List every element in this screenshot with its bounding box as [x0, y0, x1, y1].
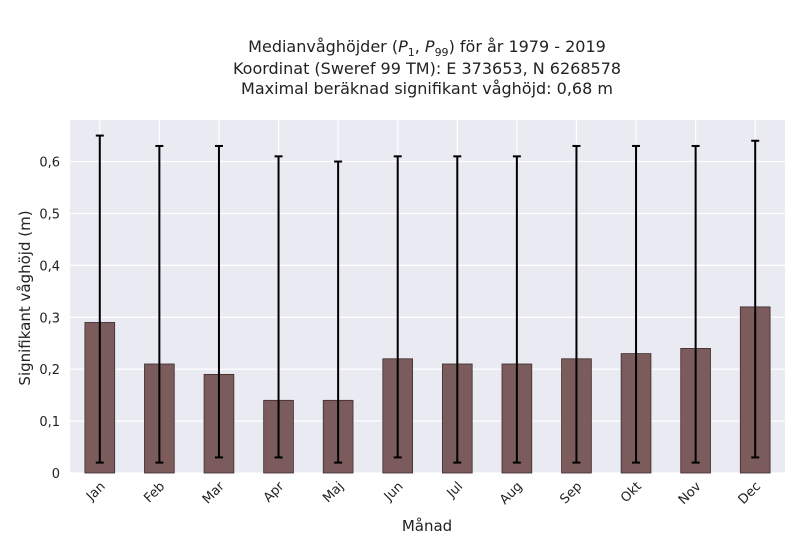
errorbar-feb	[155, 144, 164, 464]
x-tick-label: Maj	[320, 479, 347, 506]
y-tick-label: 0,1	[39, 415, 60, 430]
errorbar-maj	[334, 160, 343, 464]
y-tick-label: 0,5	[39, 207, 60, 222]
errorbar-nov	[691, 144, 700, 464]
x-axis-label: Månad	[402, 517, 452, 535]
x-tick-label: Dec	[736, 479, 764, 507]
chart-title-line-3: Maximal beräknad signifikant våghöjd: 0,…	[241, 79, 613, 98]
plot-area	[70, 120, 785, 473]
y-tick-label: 0,2	[39, 363, 60, 378]
chart-title-line-1: Medianvåghöjder (P1, P99) för år 1979 - …	[248, 37, 606, 59]
x-tick-label: Feb	[141, 479, 168, 506]
x-tick-label: Nov	[676, 479, 705, 508]
y-tick-label: 0	[52, 467, 60, 482]
error-bars	[95, 134, 760, 464]
x-tick-label: Jul	[444, 479, 466, 501]
errorbar-jul	[453, 155, 462, 464]
x-tick-label: Apr	[261, 479, 288, 506]
x-tick-label: Aug	[497, 479, 526, 508]
y-tick-label: 0,6	[39, 156, 60, 171]
x-tick-labels: Jan Feb Mar Apr Maj Jun Jul Aug Sep Okt Nov Dec	[83, 479, 764, 508]
errorbar-dec	[751, 139, 760, 459]
x-tick-label: Sep	[557, 479, 585, 507]
y-tick-label: 0,4	[39, 259, 60, 274]
x-tick-label: Mar	[200, 479, 228, 507]
y-axis-label: Signifikant våghöjd (m)	[16, 210, 34, 385]
chart-title-line-2: Koordinat (Sweref 99 TM): E 373653, N 62…	[233, 59, 621, 78]
x-tick-label: Jun	[381, 479, 407, 505]
errorbar-sep	[572, 144, 581, 464]
errorbar-mar	[214, 144, 223, 459]
x-tick-label: Jan	[83, 479, 108, 504]
errorbar-okt	[632, 144, 641, 464]
x-tick-label: Okt	[618, 479, 645, 506]
y-tick-labels: 0 0,1 0,2 0,3 0,4 0,5 0,6	[39, 156, 60, 482]
errorbar-jan	[95, 134, 104, 464]
y-tick-label: 0,3	[39, 311, 60, 326]
errorbar-jun	[393, 155, 402, 459]
errorbar-aug	[512, 155, 521, 464]
chart-title: Medianvåghöjder (P1, P99) för år 1979 - …	[233, 37, 621, 98]
errorbar-apr	[274, 155, 283, 459]
